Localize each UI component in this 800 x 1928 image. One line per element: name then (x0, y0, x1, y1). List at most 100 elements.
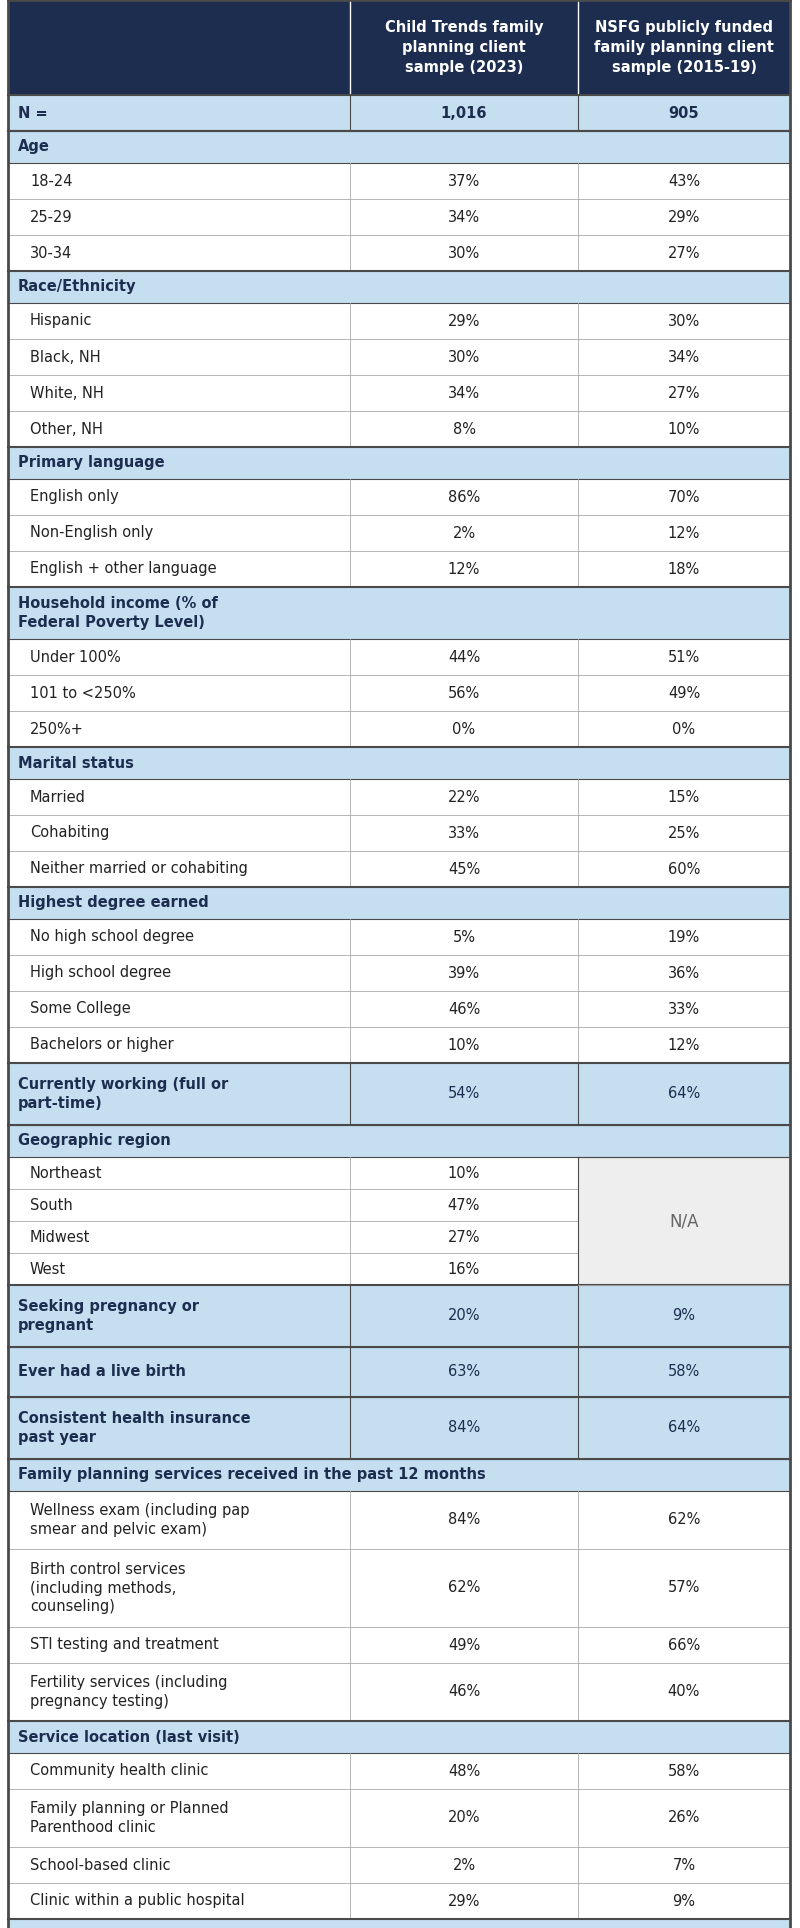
Text: 30%: 30% (668, 314, 700, 328)
Text: Married: Married (30, 789, 86, 804)
Text: 9%: 9% (673, 1309, 695, 1323)
Text: Black, NH: Black, NH (30, 349, 101, 364)
Text: No high school degree: No high school degree (30, 929, 194, 945)
Text: 63%: 63% (448, 1365, 480, 1380)
Text: 56%: 56% (448, 686, 480, 700)
Text: STI testing and treatment: STI testing and treatment (30, 1637, 218, 1652)
Text: 49%: 49% (448, 1637, 480, 1652)
Text: Race/Ethnicity: Race/Ethnicity (18, 280, 137, 295)
Bar (8, 131, 790, 164)
Bar (8, 1548, 790, 1627)
Text: N =: N = (18, 106, 48, 120)
Text: 45%: 45% (448, 862, 480, 877)
Bar (8, 0, 790, 94)
Text: 34%: 34% (668, 349, 700, 364)
Text: English + other language: English + other language (30, 561, 217, 576)
Text: 250%+: 250%+ (30, 721, 84, 736)
Text: Ever had a live birth: Ever had a live birth (18, 1365, 186, 1380)
Text: 2%: 2% (453, 526, 475, 540)
Text: Non-English only: Non-English only (30, 526, 154, 540)
Bar (8, 1627, 790, 1664)
Bar (8, 339, 790, 376)
Text: 86%: 86% (448, 490, 480, 505)
Text: 15%: 15% (668, 789, 700, 804)
Bar (8, 1220, 350, 1253)
Bar (8, 850, 790, 887)
Bar (8, 954, 790, 991)
Bar (350, 1220, 578, 1253)
Text: 27%: 27% (448, 1230, 480, 1244)
Text: Household income (% of
Federal Poverty Level): Household income (% of Federal Poverty L… (18, 596, 218, 630)
Text: Birth control services
(including methods,
counseling): Birth control services (including method… (30, 1562, 186, 1614)
Text: 47%: 47% (448, 1197, 480, 1213)
Text: Marital status: Marital status (18, 756, 134, 771)
Text: N/A: N/A (670, 1213, 698, 1230)
Text: Cohabiting: Cohabiting (30, 825, 110, 841)
Text: 20%: 20% (448, 1309, 480, 1323)
Text: Currently working (full or
part-time): Currently working (full or part-time) (18, 1078, 228, 1111)
Text: 18-24: 18-24 (30, 174, 73, 189)
Text: 54%: 54% (448, 1087, 480, 1101)
Text: Bachelors or higher: Bachelors or higher (30, 1037, 174, 1053)
Text: 84%: 84% (448, 1421, 480, 1436)
Text: 58%: 58% (668, 1764, 700, 1778)
Bar (8, 94, 790, 131)
Text: West: West (30, 1261, 66, 1276)
Text: 7%: 7% (673, 1857, 695, 1872)
Text: 30%: 30% (448, 245, 480, 260)
Bar (8, 478, 790, 515)
Text: 905: 905 (669, 106, 699, 120)
Text: 2%: 2% (453, 1857, 475, 1872)
Text: 22%: 22% (448, 789, 480, 804)
Bar (8, 1722, 790, 1753)
Text: 57%: 57% (668, 1581, 700, 1596)
Bar (350, 1190, 578, 1220)
Text: 37%: 37% (448, 174, 480, 189)
Text: 8%: 8% (453, 422, 475, 436)
Bar (8, 1884, 790, 1918)
Text: Neither married or cohabiting: Neither married or cohabiting (30, 862, 248, 877)
Bar (8, 303, 790, 339)
Text: 0%: 0% (453, 721, 475, 736)
Text: Child Trends family
planning client
sample (2023): Child Trends family planning client samp… (385, 19, 543, 75)
Text: 84%: 84% (448, 1512, 480, 1527)
Bar (8, 746, 790, 779)
Text: School-based clinic: School-based clinic (30, 1857, 170, 1872)
Bar (8, 1157, 350, 1190)
Bar (8, 447, 790, 478)
Text: 10%: 10% (668, 422, 700, 436)
Bar (8, 1190, 350, 1220)
Bar (8, 816, 790, 850)
Text: 29%: 29% (448, 314, 480, 328)
Text: 46%: 46% (448, 1685, 480, 1699)
Text: 62%: 62% (668, 1512, 700, 1527)
Text: Fertility services (including
pregnancy testing): Fertility services (including pregnancy … (30, 1675, 227, 1708)
Bar (8, 1284, 790, 1348)
Text: 60%: 60% (668, 862, 700, 877)
Text: 51%: 51% (668, 650, 700, 665)
Bar (8, 1664, 790, 1722)
Bar (8, 711, 790, 746)
Text: 19%: 19% (668, 929, 700, 945)
Text: 44%: 44% (448, 650, 480, 665)
Text: 12%: 12% (448, 561, 480, 576)
Bar (8, 164, 790, 199)
Text: 27%: 27% (668, 245, 700, 260)
Text: Midwest: Midwest (30, 1230, 90, 1244)
Text: Wellness exam (including pap
smear and pelvic exam): Wellness exam (including pap smear and p… (30, 1504, 250, 1537)
Text: Clinic within a public hospital: Clinic within a public hospital (30, 1893, 245, 1909)
Text: 36%: 36% (668, 966, 700, 981)
Text: 34%: 34% (448, 210, 480, 224)
Text: 5%: 5% (453, 929, 475, 945)
Text: 30%: 30% (448, 349, 480, 364)
Bar (8, 1459, 790, 1490)
Text: Geographic region: Geographic region (18, 1134, 170, 1149)
Text: 33%: 33% (448, 825, 480, 841)
Text: 18%: 18% (668, 561, 700, 576)
Bar (8, 515, 790, 551)
Bar (8, 411, 790, 447)
Text: 1,016: 1,016 (441, 106, 487, 120)
Bar (8, 991, 790, 1028)
Bar (8, 1348, 790, 1398)
Bar (8, 1789, 790, 1847)
